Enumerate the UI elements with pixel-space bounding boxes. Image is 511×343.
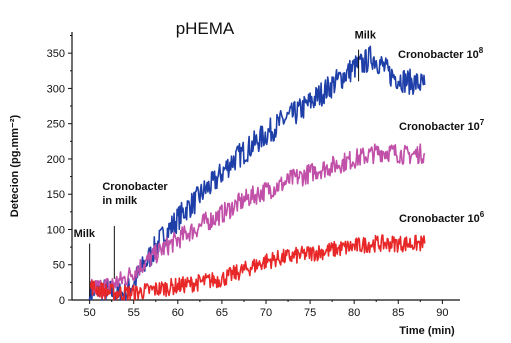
y-axis-label-group: Detecion (pg.mm⁻²) <box>9 114 21 217</box>
x-tick-label: 50 <box>84 307 96 319</box>
y-axis-label: Detecion (pg.mm⁻²) <box>9 114 21 217</box>
annotation-cronobacter-in-milk: Cronobacter <box>102 181 168 193</box>
x-tick-label: 85 <box>392 307 404 319</box>
annotation-milk-start: Milk <box>74 228 96 240</box>
y-tick-label: 300 <box>47 83 65 95</box>
y-tick-label: 200 <box>47 154 65 166</box>
x-tick-label: 65 <box>216 307 228 319</box>
y-tick-label: 150 <box>47 189 65 201</box>
chart-title: pHEMA <box>176 19 235 38</box>
x-tick-label: 60 <box>172 307 184 319</box>
annotation-milk-peak: Milk <box>355 30 377 42</box>
annotation-cronobacter-in-milk-line2: in milk <box>102 195 138 207</box>
y-tick-label: 100 <box>47 224 65 236</box>
y-tick-label: 250 <box>47 119 65 131</box>
series-label-6: Cronobacter 106 <box>399 210 485 225</box>
series-labels: Cronobacter 108 Cronobacter 107 Cronobacte… <box>398 46 485 225</box>
annotations: Milk Cronobacter in milk Milk <box>74 30 377 297</box>
y-tick-label: 50 <box>53 260 65 272</box>
x-tick-label: 75 <box>304 307 316 319</box>
x-tick-label: 70 <box>260 307 272 319</box>
x-tick-label: 80 <box>348 307 360 319</box>
series-line-6 <box>88 234 426 301</box>
series-line-7 <box>89 143 426 297</box>
series-label-7: Cronobacter 107 <box>399 118 485 133</box>
x-tick-label: 55 <box>128 307 140 319</box>
y-tick-label: 350 <box>47 48 65 60</box>
series-label-8: Cronobacter 108 <box>398 46 484 61</box>
axes: 50 55 60 65 70 75 80 85 90 0 50 100 150 200 250 300 350 <box>47 32 460 319</box>
x-axis-label: Time (min) <box>399 325 455 337</box>
y-tick-label: 0 <box>59 295 65 307</box>
x-tick-label: 90 <box>436 307 448 319</box>
series-layer <box>88 45 426 301</box>
